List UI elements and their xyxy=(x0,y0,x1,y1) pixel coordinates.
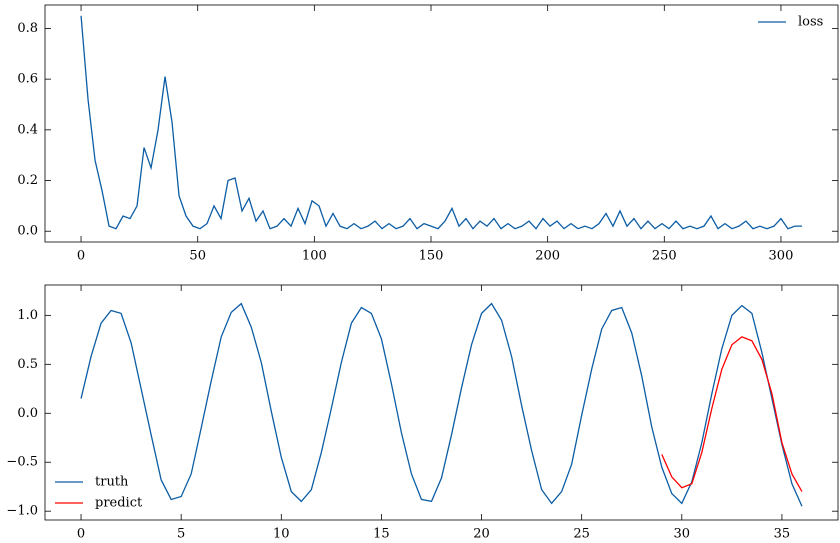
y-tick-label: 1.0 xyxy=(17,308,38,323)
y-tick-label: 0.0 xyxy=(17,406,38,421)
axes-frame xyxy=(44,284,839,521)
y-tick-label: 0.5 xyxy=(17,357,38,372)
x-tick-label: 5 xyxy=(177,527,185,542)
x-tick-label: 50 xyxy=(189,249,206,264)
y-tick-label: 0.2 xyxy=(17,173,38,188)
legend-label: loss xyxy=(798,15,823,30)
x-tick-label: 300 xyxy=(769,249,794,264)
line-series xyxy=(661,336,803,492)
x-tick-label: 150 xyxy=(419,249,444,264)
y-tick-label: −0.5 xyxy=(6,455,38,470)
x-tick-label: 200 xyxy=(535,249,560,264)
legend-label: truth xyxy=(95,475,129,490)
y-tick-label: 0.8 xyxy=(17,21,38,36)
y-tick-label: 0.4 xyxy=(17,122,38,137)
axes-frame xyxy=(44,4,839,243)
line-series xyxy=(80,302,803,507)
x-tick-label: 10 xyxy=(273,527,290,542)
x-tick-label: 35 xyxy=(774,527,791,542)
x-tick-label: 0 xyxy=(77,249,85,264)
y-tick-label: −1.0 xyxy=(6,504,38,519)
y-tick-label: 0.0 xyxy=(17,224,38,239)
x-tick-label: 25 xyxy=(573,527,590,542)
line-series xyxy=(80,15,802,230)
x-tick-label: 15 xyxy=(373,527,390,542)
x-tick-label: 0 xyxy=(77,527,85,542)
x-tick-label: 100 xyxy=(302,249,327,264)
x-tick-label: 20 xyxy=(473,527,490,542)
x-tick-label: 250 xyxy=(652,249,677,264)
legend-label: predict xyxy=(95,496,143,511)
x-tick-label: 30 xyxy=(674,527,691,542)
y-tick-label: 0.6 xyxy=(17,72,38,87)
